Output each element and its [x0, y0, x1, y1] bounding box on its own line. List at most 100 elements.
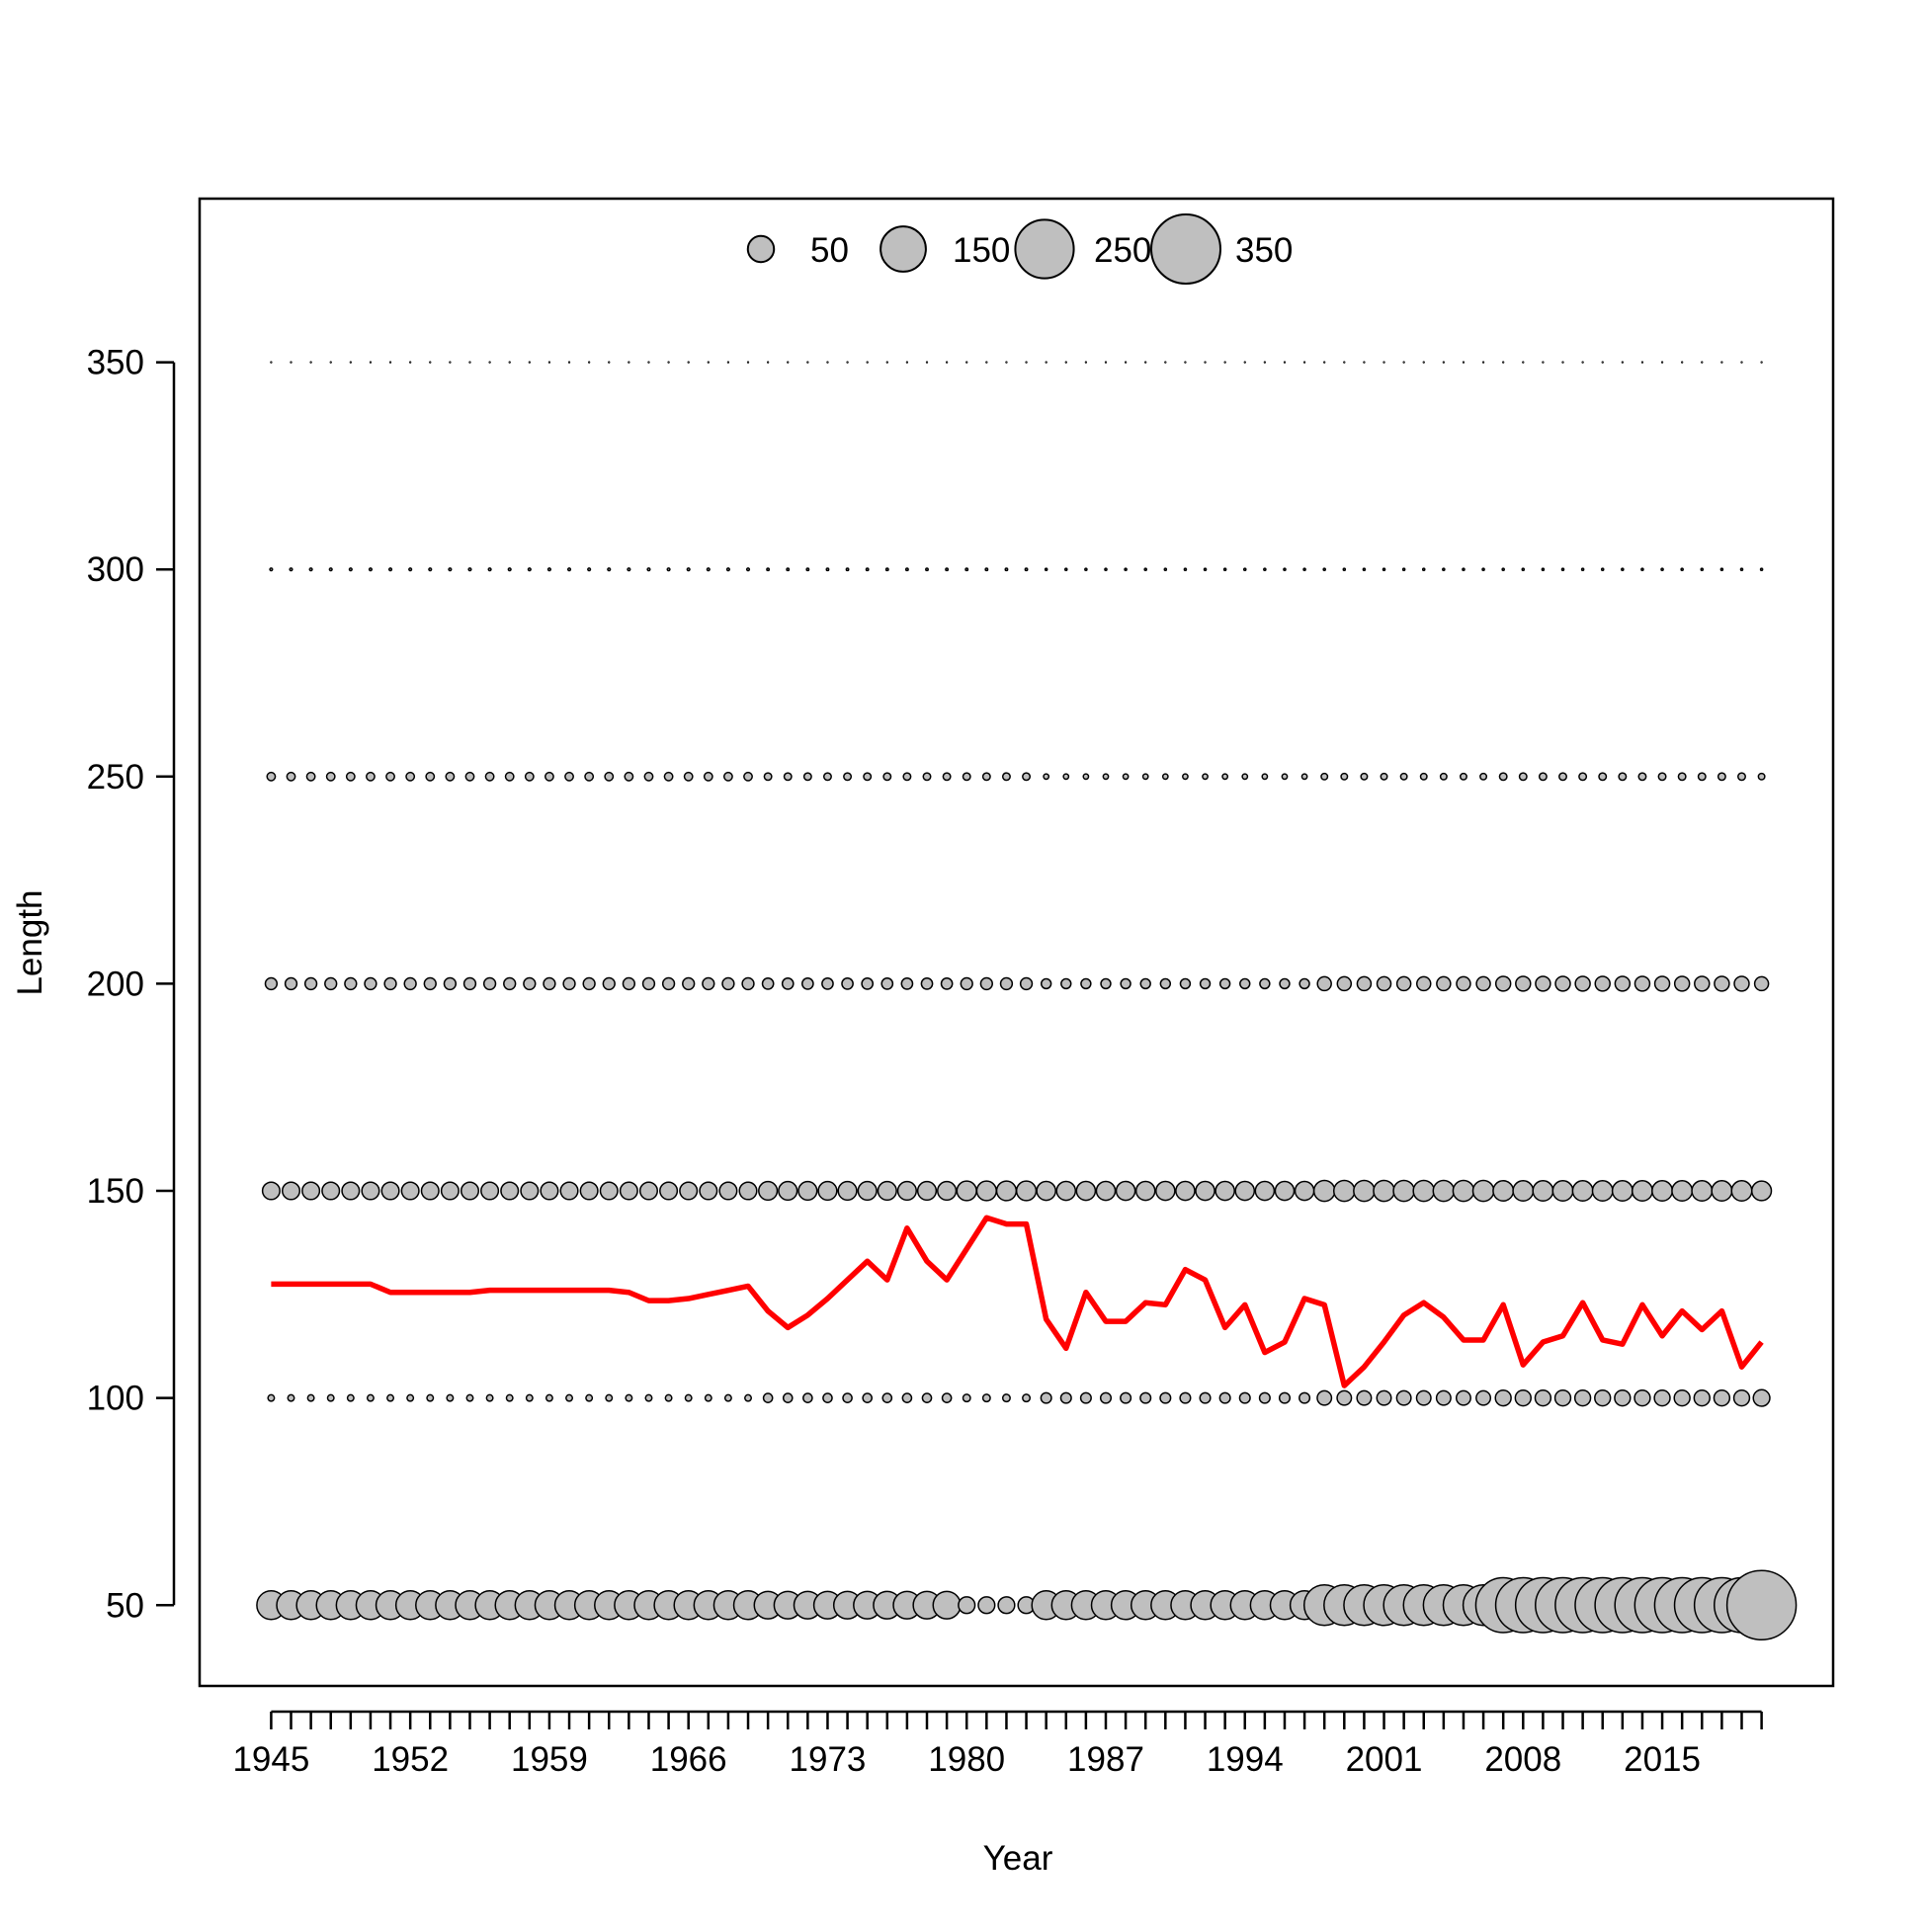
bubble: [1640, 567, 1644, 571]
bubble: [429, 361, 432, 364]
bubble: [782, 1392, 794, 1403]
bubble: [896, 1180, 917, 1202]
bubble: [366, 771, 376, 782]
bubble: [1263, 361, 1267, 364]
bubble: [877, 1180, 897, 1202]
bubble: [1215, 1180, 1235, 1202]
bubble: [647, 361, 650, 364]
x-tick-label: 1952: [372, 1740, 449, 1779]
bubble: [1515, 975, 1532, 992]
bubble: [1421, 567, 1426, 571]
bubble: [524, 771, 535, 782]
bubble: [743, 771, 753, 782]
bubble: [1274, 1180, 1296, 1202]
bubble: [1720, 361, 1723, 364]
bubble: [643, 771, 654, 782]
bubble: [884, 567, 889, 572]
bubble: [281, 1181, 301, 1201]
bubble: [822, 1392, 833, 1403]
bubble: [423, 976, 437, 991]
bubble: [995, 1180, 1018, 1202]
bubble: [1299, 1391, 1311, 1404]
bubble: [267, 1393, 276, 1402]
bubble: [1316, 1389, 1333, 1406]
bubble: [882, 772, 892, 782]
y-tick-label: 150: [87, 1172, 144, 1211]
bubble: [937, 1180, 958, 1202]
bubble: [1036, 1180, 1056, 1202]
bubble: [366, 1393, 375, 1402]
bubble: [1139, 1391, 1152, 1404]
bubble: [1651, 1180, 1674, 1203]
bubble: [564, 771, 574, 782]
bubble: [587, 567, 592, 572]
bubble: [1752, 1388, 1771, 1407]
bubble: [1730, 1180, 1753, 1203]
bubble: [503, 976, 517, 991]
bubble: [977, 1596, 996, 1615]
bubble: [861, 977, 875, 990]
bubble: [1558, 772, 1568, 782]
bubble: [582, 976, 596, 991]
legend-label: 250: [1094, 231, 1151, 270]
bubble: [303, 976, 318, 991]
x-tick-label: 1945: [232, 1740, 309, 1779]
bubble: [1312, 1179, 1336, 1203]
bubble: [1459, 772, 1467, 781]
bubble: [1161, 773, 1169, 781]
bubble: [881, 1392, 893, 1403]
bubble: [523, 976, 537, 991]
bubble: [608, 361, 611, 364]
y-tick-label: 300: [87, 550, 144, 589]
bubble: [264, 976, 279, 991]
bubble: [916, 1180, 938, 1202]
y-tick-label: 200: [87, 965, 144, 1003]
bubble: [1022, 1393, 1032, 1403]
bubble: [1004, 567, 1009, 572]
bubble: [667, 361, 670, 364]
bubble: [1750, 1180, 1773, 1202]
bubble: [821, 977, 834, 990]
bubble: [707, 361, 710, 364]
bubble: [1283, 361, 1287, 364]
bubble: [306, 1393, 315, 1402]
bubble: [1356, 1389, 1373, 1406]
bubble: [344, 976, 358, 991]
bubble: [1452, 1179, 1475, 1203]
bubble: [425, 771, 436, 782]
bubble: [1199, 1391, 1212, 1404]
bubble: [1711, 1180, 1733, 1203]
bubble: [527, 567, 532, 572]
bubble: [443, 976, 458, 991]
bubble: [922, 772, 932, 782]
bubble: [925, 361, 929, 364]
bubble: [1733, 975, 1750, 992]
bubble: [965, 361, 968, 364]
bubble: [1234, 1180, 1256, 1202]
bubble: [1183, 567, 1188, 571]
bubble: [309, 361, 312, 364]
bubble: [766, 361, 770, 364]
bubble: [383, 976, 397, 991]
bubble: [1512, 1180, 1535, 1203]
bubble: [1514, 1388, 1532, 1407]
bubble: [1095, 1180, 1117, 1202]
bubble: [885, 361, 888, 364]
bubble: [1141, 773, 1149, 781]
bubble: [388, 361, 392, 364]
bubble: [1376, 1389, 1392, 1406]
bubble: [604, 771, 615, 782]
bubble: [1261, 773, 1269, 781]
bubble: [540, 1181, 559, 1201]
bubble: [806, 361, 809, 364]
bubble: [368, 567, 374, 572]
bubble: [449, 361, 452, 364]
bubble: [683, 771, 694, 782]
bubble: [1005, 361, 1008, 364]
bubble: [741, 976, 755, 991]
bubble: [1395, 975, 1412, 992]
bubble: [1294, 1180, 1315, 1202]
bubble: [945, 567, 950, 572]
bubble: [1717, 772, 1726, 782]
bubble: [863, 772, 873, 782]
